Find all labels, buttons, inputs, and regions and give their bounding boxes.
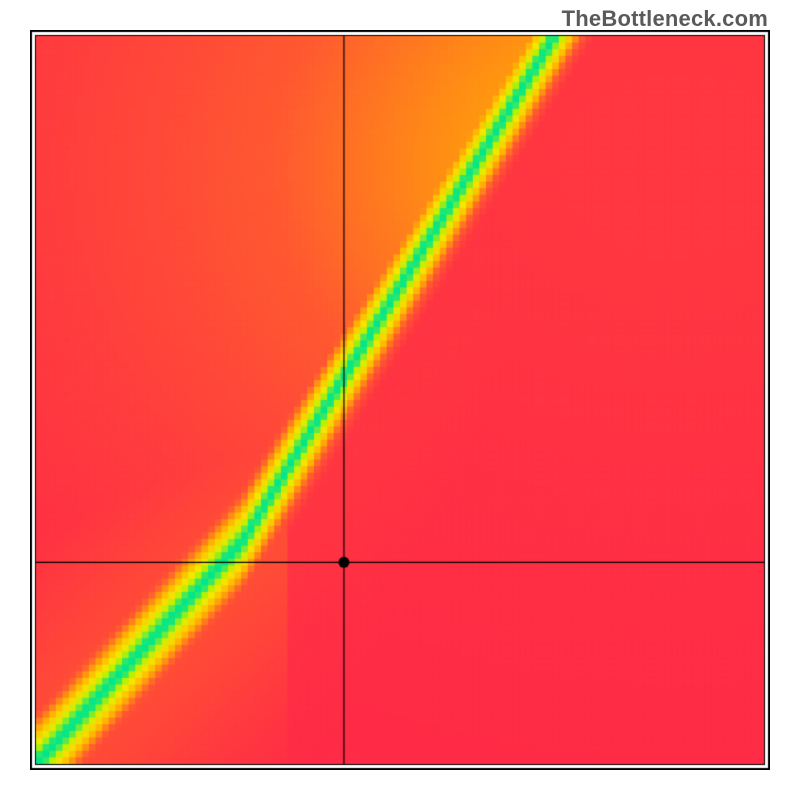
heatmap-canvas (30, 30, 770, 770)
bottleneck-heatmap-plot (30, 30, 770, 770)
attribution-text: TheBottleneck.com (562, 6, 768, 32)
